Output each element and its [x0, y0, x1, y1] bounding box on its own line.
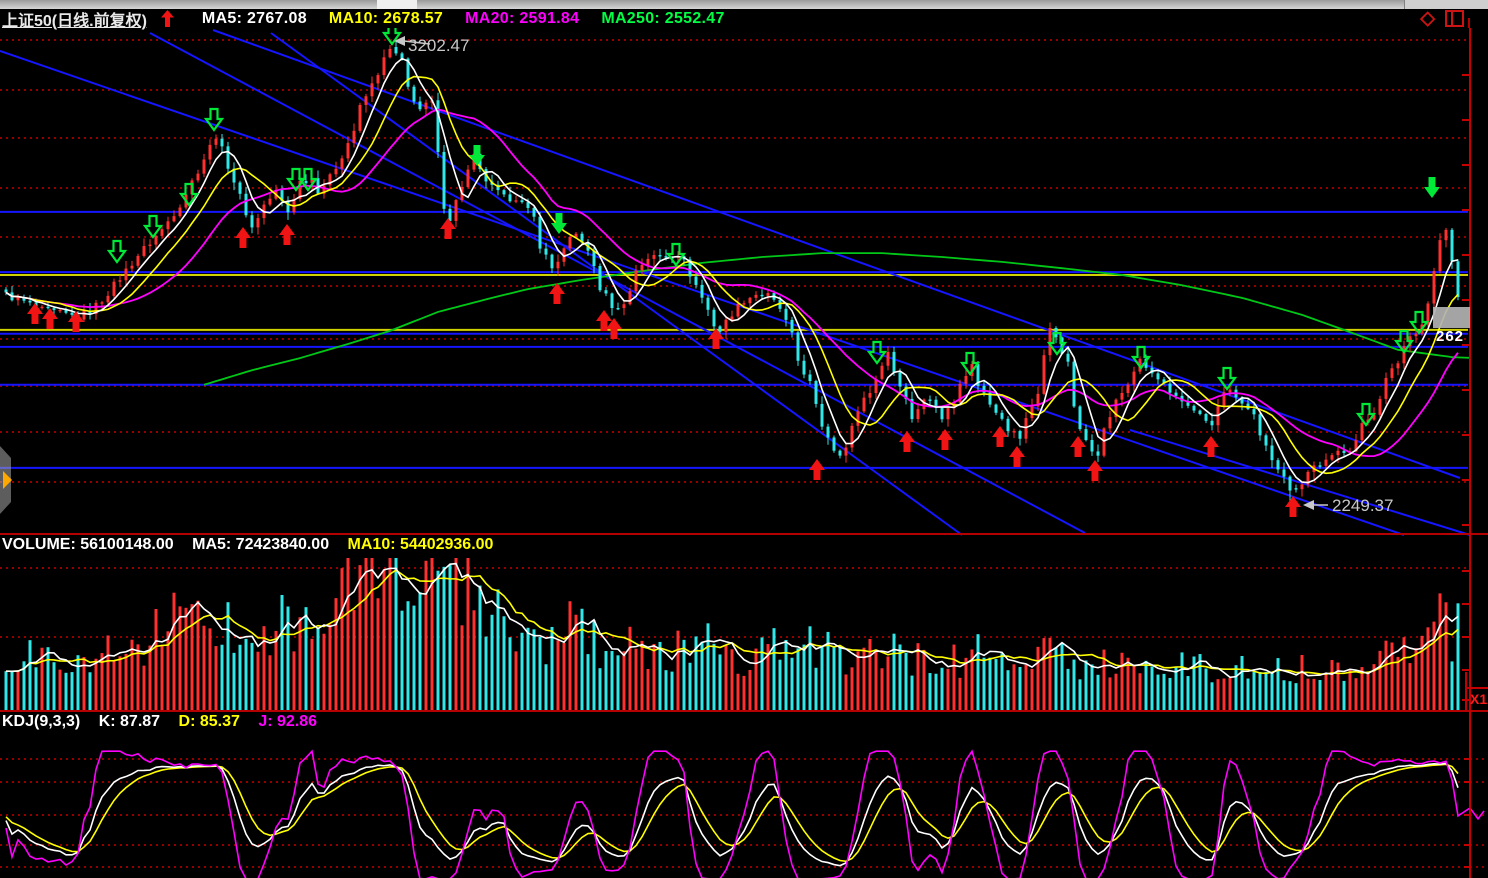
sell-signal-arrow: [665, 242, 687, 267]
buy-signal-arrow: [1203, 436, 1219, 457]
kdj-j-readout: J: 92.86: [258, 713, 318, 730]
buy-signal-arrow: [279, 224, 295, 245]
volume-readout: VOLUME: 56100148.00: [2, 536, 174, 553]
zoom-indicator-box: [1465, 672, 1488, 710]
buy-signal-arrow: [596, 310, 612, 331]
sidebar-collapse-handle[interactable]: [0, 446, 12, 514]
kdj-d-readout: D: 85.37: [178, 713, 240, 730]
buy-signal-arrow: [937, 429, 953, 450]
buy-signal-arrow: [899, 431, 915, 452]
ma250-line: [203, 252, 1471, 386]
price-up-arrow-icon: [160, 10, 174, 27]
sell-signal-arrow: [178, 182, 200, 207]
right-axis-line: [1468, 18, 1470, 28]
buy-signal-arrow: [440, 218, 456, 239]
ma250-readout: MA250: 2552.47: [601, 9, 725, 27]
buy-signal-arrow: [708, 328, 724, 349]
volume-bars: [4, 558, 1460, 710]
sell-signal-arrow: [1046, 331, 1068, 356]
buy-signal-arrow: [1009, 446, 1025, 467]
sell-signal-arrow: [866, 340, 888, 365]
right-price-axis: [0, 28, 1488, 878]
sell-signal-arrow: [203, 107, 225, 132]
sell-signal-arrow: [106, 239, 128, 264]
kdj-pane-header: KDJ(9,3,3) K: 87.87 D: 85.37 J: 92.86: [2, 713, 331, 731]
chart-header: 上证50(日线.前复权) MA5: 2767.08 MA10: 2678.57 …: [0, 7, 1488, 30]
buy-signal-arrow: [27, 303, 43, 324]
volume-ma5-line: [5, 562, 1459, 679]
label-leader-arrows: [394, 36, 1328, 510]
zoom-level-indicator[interactable]: X1: [1470, 691, 1488, 707]
buy-signal-arrow: [1285, 496, 1301, 517]
axis-price-tag: [1433, 307, 1470, 328]
volume-ma10-readout: MA10: 54402936.00: [347, 536, 494, 553]
ma10-readout: MA10: 2678.57: [328, 9, 444, 27]
buy-signal-arrow: [68, 311, 84, 332]
low-price-label: 2249.37: [1332, 496, 1394, 515]
sell-signal-arrow: [1130, 345, 1152, 370]
kdj-name[interactable]: KDJ(9,3,3): [2, 713, 81, 730]
sell-signal-arrow: [1408, 310, 1430, 335]
ma20-readout: MA20: 2591.84: [465, 9, 580, 27]
sell-signal-arrow: [959, 351, 981, 376]
ma5-line: [5, 57, 1459, 484]
signal-arrows: [27, 28, 1440, 517]
buy-signal-arrow: [809, 459, 825, 480]
peak-price-label: 3202.47: [408, 36, 470, 55]
split-window-icon[interactable]: [1445, 10, 1464, 27]
buy-signal-arrow: [1087, 460, 1103, 481]
sell-signal-arrow: [1424, 177, 1440, 198]
sell-signal-arrow: [1393, 329, 1415, 354]
buy-signal-arrow: [549, 283, 565, 304]
titlebar-right-segment: [1404, 0, 1488, 9]
sell-signal-arrow: [381, 28, 403, 46]
kdj-k-readout: K: 87.87: [98, 713, 161, 730]
price-level-lines: [0, 210, 1468, 469]
ma5-readout: MA5: 2767.08: [201, 9, 307, 27]
window-titlebar[interactable]: [0, 0, 1488, 9]
chart-canvas[interactable]: [0, 28, 1488, 878]
volume-ma5-readout: MA5: 72423840.00: [192, 536, 330, 553]
volume-pane-header: VOLUME: 56100148.00 MA5: 72423840.00 MA1…: [2, 536, 507, 554]
buy-signal-arrow: [992, 426, 1008, 447]
buy-signal-arrow: [42, 308, 58, 329]
titlebar-segment: [377, 0, 417, 9]
trendlines: [0, 29, 1471, 536]
main-gridlines: [0, 39, 1486, 868]
sell-signal-arrow: [1355, 402, 1377, 427]
buy-signal-arrow: [1070, 436, 1086, 457]
symbol-title[interactable]: 上证50(日线.前复权): [2, 12, 147, 30]
kdj-j-line: [5, 749, 1485, 878]
ma20-line: [5, 108, 1459, 457]
sell-signal-arrow: [297, 167, 319, 192]
diamond-icon[interactable]: ◇: [1420, 7, 1435, 29]
sell-signal-arrow: [469, 145, 485, 166]
buy-signal-arrow: [235, 227, 251, 248]
sell-signal-arrow: [1216, 366, 1238, 391]
sell-signal-arrow: [142, 214, 164, 239]
last-price-label: 262: [1436, 328, 1465, 345]
sell-signal-arrow: [551, 213, 567, 234]
buy-signal-arrow: [606, 318, 622, 339]
ma10-line: [5, 75, 1459, 475]
expand-arrow-icon: [3, 471, 12, 489]
